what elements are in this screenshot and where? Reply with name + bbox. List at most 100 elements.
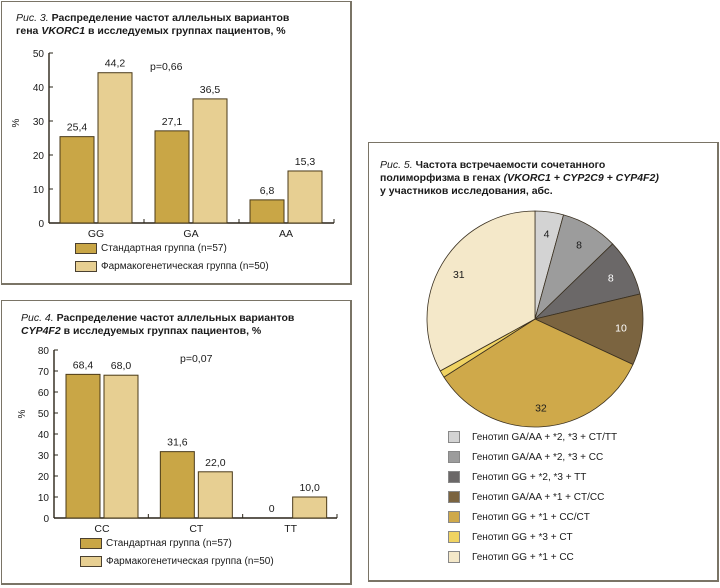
x-tick-label: GA: [183, 228, 198, 240]
figure-3-legend: Стандартная группа (n=57) Фармакогенетич…: [75, 242, 269, 278]
data-label: 27,1: [162, 116, 183, 128]
figure-3-number: Рис. 3.: [16, 12, 49, 24]
legend-label-pharmaco: Фармакогенетическая группа (n=50): [106, 556, 274, 567]
pie-legend-swatch: [448, 451, 460, 464]
y-tick-label: 70: [38, 367, 50, 378]
data-label: 68,0: [111, 360, 132, 372]
y-tick-label: 0: [43, 514, 49, 525]
pie-legend-swatch: [448, 511, 460, 524]
data-label: 25,4: [67, 122, 88, 134]
figure-5-title: Рис. 5. Частота встречаемости сочетанног…: [380, 159, 659, 198]
data-label: 36,5: [200, 84, 221, 96]
x-tick-label: TT: [284, 523, 297, 535]
figure-3-gene: VKORC1: [41, 25, 86, 37]
figure-4-title-line1: Распределение частот аллельных вариантов: [56, 312, 295, 324]
bar-pharmaco: [192, 98, 228, 224]
figure-5-genes: (VKORC1 + CYP2C9 + CYP4F2): [503, 172, 659, 184]
y-tick-label: 40: [33, 83, 45, 94]
pie-slice: [533, 293, 644, 365]
y-tick-label: 10: [33, 185, 45, 196]
pie-legend-swatch: [448, 431, 460, 444]
figure-5-title-pre: полиморфизма в генах: [380, 172, 504, 184]
legend-label-standard: Стандартная группа (n=57): [101, 243, 227, 254]
bar-pharmaco: [197, 471, 233, 519]
pie-slice-label: 32: [535, 402, 547, 414]
pie-legend-label: Генотип GG + *3 + CT: [472, 532, 573, 543]
pie-legend-label: Генотип GA/AA + *2, *3 + CC: [472, 452, 604, 463]
y-tick-label: 30: [33, 117, 45, 128]
pie-legend-item: Генотип GG + *1 + CC/CT: [448, 511, 617, 531]
pie-legend-swatch: [448, 471, 460, 484]
y-tick-label: 10: [38, 493, 50, 504]
figure-5-number: Рис. 5.: [380, 159, 413, 171]
figure-3-bar-chart: 0 10 20 30 40 50% 25,4 44,2 GG 27,1 36,5 GA 6,8 15,3 A…: [11, 49, 335, 240]
pie-legend-swatch: [448, 551, 460, 564]
bar-standard: [159, 451, 195, 519]
bar-standard: [249, 199, 285, 224]
pie-slice-label: 31: [453, 269, 465, 281]
pie-legend-swatch: [448, 491, 460, 504]
figure-3-title-line1: Распределение частот аллельных вариантов: [51, 12, 290, 24]
figure-5-title-line1: Частота встречаемости сочетанного: [415, 159, 606, 171]
bar-pharmaco: [97, 72, 133, 224]
figure-3-title-pre: гена: [16, 25, 42, 37]
legend-item-standard: Стандартная группа (n=57): [75, 242, 269, 260]
y-tick-label: 50: [33, 49, 45, 60]
pie-legend-label: Генотип GA/AA + *1 + CT/CC: [472, 492, 605, 503]
pie-legend-label: Генотип GG + *1 + CC: [472, 552, 574, 563]
data-label: 44,2: [105, 58, 126, 70]
pie-legend-item: Генотип GA/AA + *2, *3 + CT/TT: [448, 431, 617, 451]
bar-standard: [59, 136, 95, 224]
pie-legend-label: Генотип GG + *2, *3 + TT: [472, 472, 587, 483]
figure-4-legend: Стандартная группа (n=57) Фармакогенетич…: [80, 537, 274, 573]
figure-3-title: Рис. 3. Распределение частот аллельных в…: [16, 12, 289, 38]
data-label: 15,3: [295, 156, 316, 168]
x-tick-label: CT: [189, 523, 204, 535]
figure-5-title-line3: у участников исследования, абс.: [380, 185, 553, 197]
data-label: 68,4: [73, 359, 94, 371]
pie-legend-label: Генотип GG + *1 + CC/CT: [472, 512, 590, 523]
data-label: 22,0: [205, 457, 226, 469]
legend-label-pharmaco: Фармакогенетическая группа (n=50): [101, 261, 269, 272]
x-tick-label: AA: [279, 228, 293, 240]
y-axis-label: %: [17, 409, 28, 418]
figure-3-panel: Рис. 3. Распределение частот аллельных в…: [1, 1, 352, 285]
legend-item-standard: Стандартная группа (n=57): [80, 537, 274, 555]
y-tick-label: 50: [38, 409, 50, 420]
y-tick-label: 40: [38, 430, 50, 441]
p-value-annotation: p=0,07: [180, 353, 213, 365]
pie-legend-swatch: [448, 531, 460, 544]
data-label: 31,6: [167, 437, 188, 449]
figure-4-bar-chart: 0 10 20 30 40 50 60 70 80% 68,4 68,0 CC 31,6 22,0 CT 0 1…: [17, 346, 338, 535]
figure-5-pie-chart: 4 8 8 10 32 31: [426, 210, 644, 428]
y-tick-label: 80: [38, 346, 50, 357]
pie-legend-item: Генотип GA/AA + *2, *3 + CC: [448, 451, 617, 471]
pie-slice-label: 8: [576, 240, 582, 252]
legend-swatch-pharmaco: [80, 555, 102, 567]
bar-pharmaco: [292, 496, 328, 519]
figure-5-panel: Рис. 5. Частота встречаемости сочетанног…: [368, 142, 719, 582]
bar-pharmaco: [103, 374, 139, 519]
figure-5-legend: Генотип GA/AA + *2, *3 + CT/TT Генотип GA…: [448, 431, 617, 571]
pie-slice-label: 10: [615, 323, 627, 335]
figure-3-title-post: в исследуемых группах пациентов, %: [85, 25, 286, 37]
figure-4-panel: Рис. 4. Распределение частот аллельных в…: [1, 300, 352, 585]
p-value-annotation: p=0,66: [150, 61, 183, 73]
bar-pharmaco: [287, 170, 323, 224]
pie-legend-item: Генотип GG + *2, *3 + TT: [448, 471, 617, 491]
legend-item-pharmaco: Фармакогенетическая группа (n=50): [75, 260, 269, 278]
legend-swatch-standard: [80, 537, 102, 549]
y-tick-label: 0: [38, 219, 44, 230]
bar-standard: [65, 373, 101, 519]
y-tick-label: 30: [38, 451, 50, 462]
data-label: 6,8: [260, 185, 275, 197]
figure-4-gene: CYP4F2: [21, 325, 61, 337]
legend-item-pharmaco: Фармакогенетическая группа (n=50): [80, 555, 274, 573]
x-tick-label: GG: [88, 228, 104, 240]
pie-legend-label: Генотип GA/AA + *2, *3 + CT/TT: [472, 432, 618, 443]
legend-label-standard: Стандартная группа (n=57): [106, 538, 232, 549]
y-tick-label: 20: [33, 151, 45, 162]
pie-slice-label: 4: [544, 228, 550, 240]
data-label: 10,0: [299, 482, 320, 494]
y-tick-label: 60: [38, 388, 50, 399]
